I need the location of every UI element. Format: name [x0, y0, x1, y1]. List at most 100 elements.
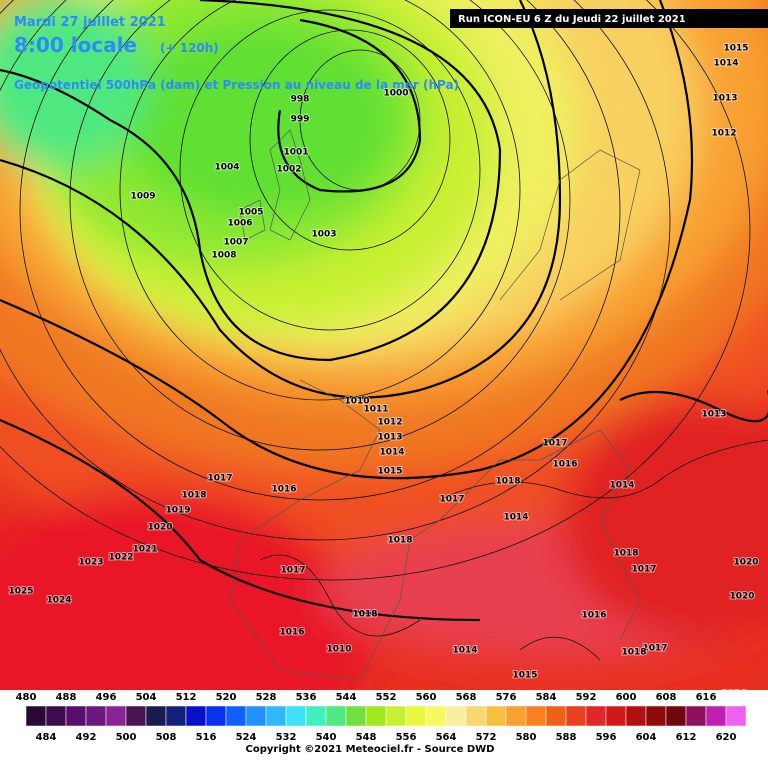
colorbar-swatch [645, 705, 667, 727]
colorbar-swatch [125, 705, 147, 727]
isobar-label: 1015 [512, 671, 537, 681]
isobar-label: 1015 [723, 44, 748, 54]
isobar-label: 1018 [495, 477, 520, 487]
colorbar-label: 484 [36, 732, 57, 743]
colorbar-swatch [345, 705, 367, 727]
colorbar: 480 488 496 504 512 520 528 536 544 552 560 568 576 5… [16, 692, 747, 743]
colorbar-label: 532 [276, 732, 297, 743]
colorbar-swatch [385, 705, 407, 727]
colorbar-swatch [65, 705, 87, 727]
colorbar-swatch [325, 705, 347, 727]
isobar-label: 1013 [712, 94, 737, 104]
colorbar-swatch [225, 705, 247, 727]
colorbar-swatch [25, 705, 47, 727]
isobar-label: 1017 [280, 566, 305, 576]
isobar-label: 1017 [631, 565, 656, 575]
colorbar-swatch [725, 705, 747, 727]
field-label: Geopotentiel 500hPa (dam) et Pression au… [14, 78, 459, 92]
colorbar-swatch [285, 705, 307, 727]
colorbar-swatch [565, 705, 587, 727]
isobar-label: 1000 [383, 89, 408, 99]
colorbar-label: 576 [496, 692, 517, 703]
isobar-label: 1016 [581, 611, 606, 621]
date-label: Mardi 27 juillet 2021 [14, 15, 166, 30]
isobar-label: 1003 [311, 230, 336, 240]
colorbar-swatch [265, 705, 287, 727]
colorbar-swatch [685, 705, 707, 727]
isobars [0, 0, 768, 661]
colorbar-label: 492 [76, 732, 97, 743]
isobar-label: 1004 [214, 163, 239, 173]
colorbar-label: 592 [576, 692, 597, 703]
colorbar-label: 480 [16, 692, 37, 703]
colorbar-swatch [305, 705, 327, 727]
colorbar-swatch [585, 705, 607, 727]
colorbar-label: 596 [596, 732, 617, 743]
isobar-label: 1016 [271, 485, 296, 495]
isobar-label: 999 [291, 115, 310, 125]
time-label: 8:00 locale [14, 33, 137, 57]
isobar-label: 1010 [326, 645, 351, 655]
isobar-label: 1019 [165, 506, 190, 516]
colorbar-swatch [105, 705, 127, 727]
isobar-label: 1014 [379, 448, 404, 458]
isobar-label: 1015 [377, 467, 402, 477]
isobar-label: 1017 [642, 644, 667, 654]
isobar-label: 1016 [279, 628, 304, 638]
isobar-label: 1012 [711, 129, 736, 139]
colorbar-label: 612 [676, 732, 697, 743]
colorbar-swatch [425, 705, 447, 727]
isobar-label: 1002 [276, 165, 301, 175]
colorbar-swatch [245, 705, 267, 727]
colorbar-swatch [405, 705, 427, 727]
coastlines [229, 129, 641, 681]
colorbar-label: 536 [296, 692, 317, 703]
isobar-label: 1018 [352, 610, 377, 620]
isobar-label: 1006 [227, 219, 252, 229]
isobar-label: 1018 [621, 648, 646, 658]
colorbar-label: 508 [156, 732, 177, 743]
isobar-label: 1012 [377, 418, 402, 428]
colorbar-label: 588 [556, 732, 577, 743]
colorbar-label: 500 [116, 732, 137, 743]
isobar-label: 1013 [701, 410, 726, 420]
isobar-label: 1001 [283, 148, 308, 158]
isobar-label: 1023 [78, 558, 103, 568]
geopotential-contours [0, 0, 768, 622]
colorbar-swatch [545, 705, 567, 727]
isobar-label: 1009 [130, 192, 155, 202]
colorbar-label: 580 [516, 732, 537, 743]
isobar-label: 1016 [552, 460, 577, 470]
isobar-label: 1020 [729, 592, 754, 602]
isobar-label: 1014 [609, 481, 634, 491]
colorbar-label: 524 [236, 732, 257, 743]
colorbar-label: 540 [316, 732, 337, 743]
isobar-label: 1020 [733, 558, 758, 568]
isobar-label: 1025 [8, 587, 33, 597]
colorbar-swatch [625, 705, 647, 727]
colorbar-label: 504 [136, 692, 157, 703]
isobar-label: 1013 [377, 433, 402, 443]
legend-panel [0, 690, 768, 768]
isobar-label: 1014 [452, 646, 477, 656]
isobar-label: 1011 [363, 405, 388, 415]
colorbar-label: 572 [476, 732, 497, 743]
isobar-label: 1014 [713, 59, 738, 69]
colorbar-label: 544 [336, 692, 357, 703]
colorbar-label: 488 [56, 692, 77, 703]
run-label: Run ICON-EU 6 Z du Jeudi 22 juillet 2021 [458, 14, 686, 25]
colorbar-swatch [705, 705, 727, 727]
colorbar-swatch [465, 705, 487, 727]
colorbar-label: 552 [376, 692, 397, 703]
colorbar-swatch [85, 705, 107, 727]
isobar-label: 1021 [132, 545, 157, 555]
colorbar-swatch [185, 705, 207, 727]
isobar-label: 1018 [387, 536, 412, 546]
colorbar-label: 608 [656, 692, 677, 703]
colorbar-label: 584 [536, 692, 557, 703]
isobar-label: 1017 [542, 439, 567, 449]
colorbar-label: 528 [256, 692, 277, 703]
colorbar-swatch [525, 705, 547, 727]
isobar-label: 1007 [223, 238, 248, 248]
